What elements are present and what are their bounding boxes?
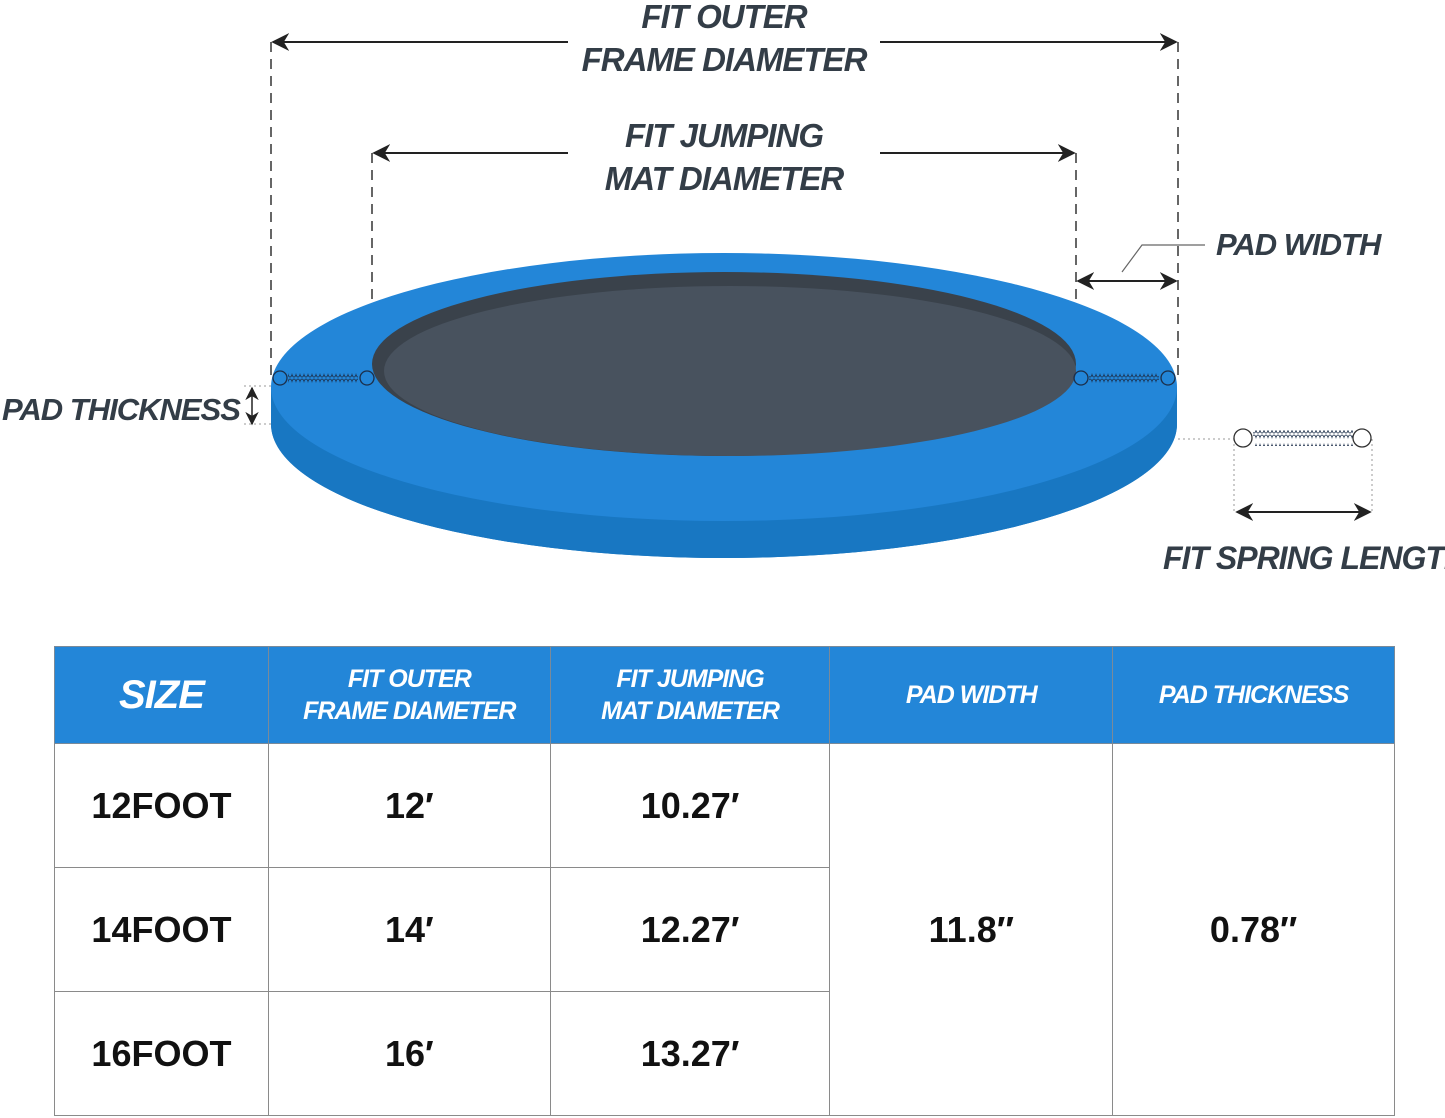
cell-outer: 12′ (267, 743, 551, 868)
jumping-mat (384, 286, 1076, 456)
mat-diameter-label-1: FIT JUMPING (625, 117, 823, 154)
table-row: 14FOOT 14′ 12.27′ (54, 867, 1395, 992)
cell-size: 14FOOT (54, 867, 269, 992)
pad-width-leader (1121, 244, 1205, 273)
cell-size: 16FOOT (54, 991, 269, 1116)
mat-diameter-label-2: MAT DIAMETER (605, 160, 845, 197)
header-mat-diameter: FIT JUMPING MAT DIAMETER (549, 646, 831, 744)
outer-diameter-label-1: FIT OUTER (641, 0, 807, 35)
header-outer-diameter: FIT OUTER FRAME DIAMETER (267, 646, 551, 744)
header-line: FIT JUMPING (616, 665, 764, 693)
pad-thickness-label: PAD THICKNESS (2, 392, 241, 427)
cell-pad-thickness: 0.78″ (1112, 743, 1395, 1116)
pad-width-label: PAD WIDTH (1216, 227, 1382, 262)
table-header-row: SIZE FIT OUTER FRAME DIAMETER FIT JUMPING… (54, 646, 1395, 744)
header-pad-thickness: PAD THICKNESS (1112, 646, 1395, 744)
header-size: SIZE (54, 646, 269, 744)
cell-mat: 10.27′ (549, 743, 831, 868)
dimension-arrows (245, 33, 1372, 521)
cell-outer: 14′ (267, 867, 551, 992)
cell-mat: 13.27′ (549, 991, 831, 1116)
outer-diameter-label-2: FRAME DIAMETER (582, 41, 868, 78)
cell-pad-width: 11.8″ (829, 743, 1114, 1116)
cell-outer: 16′ (267, 991, 551, 1116)
header-line: FRAME DIAMETER (303, 697, 516, 725)
header-line: FIT OUTER (347, 665, 472, 693)
header-line: MAT DIAMETER (601, 697, 780, 725)
spring-length-label: FIT SPRING LENGTH (1163, 540, 1445, 576)
trampoline-pad (271, 253, 1177, 558)
header-pad-width: PAD WIDTH (829, 646, 1114, 744)
trampoline-pad-diagram: FIT OUTER FRAME DIAMETER FIT JUMPING MAT… (2, 0, 1445, 576)
cell-mat: 12.27′ (549, 867, 831, 992)
spring-right (1073, 370, 1176, 386)
dotted-guides (244, 385, 1373, 512)
table-row: 12FOOT 12′ 10.27′ 11.8″ 0.78″ (54, 743, 1395, 1116)
table-row: 16FOOT 16′ 13.27′ (54, 991, 1395, 1116)
cell-size: 12FOOT (54, 743, 269, 868)
size-table: SIZE FIT OUTER FRAME DIAMETER FIT JUMPING… (54, 646, 1395, 1116)
guide-lines (270, 42, 1179, 380)
spring-detail (1233, 428, 1372, 448)
spring-left (272, 370, 375, 386)
